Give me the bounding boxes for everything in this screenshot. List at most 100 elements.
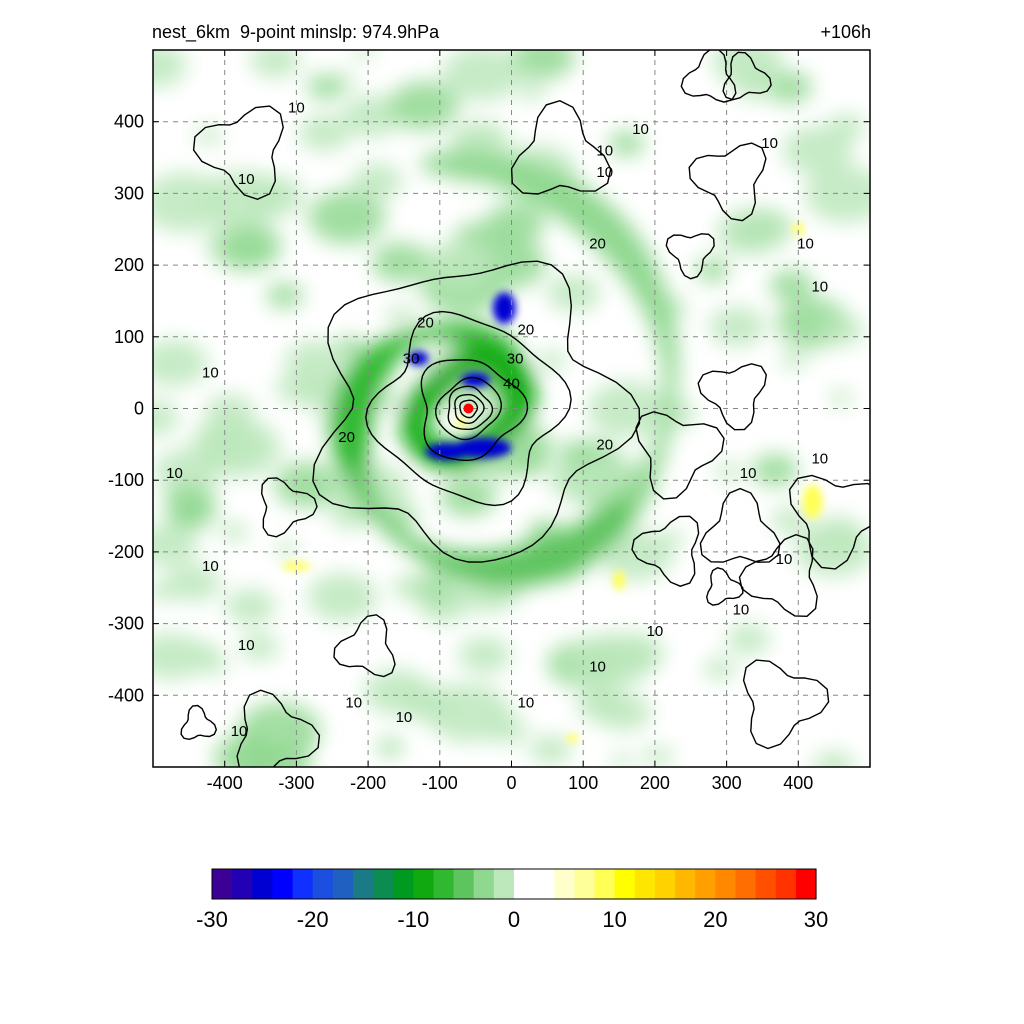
- contour-line: [665, 233, 715, 280]
- colorbar-swatch: [775, 869, 797, 899]
- contour-label: 10: [632, 121, 649, 138]
- contour-line: [722, 51, 772, 101]
- contour-line: [180, 704, 218, 741]
- contour-line: [454, 393, 485, 425]
- contour-label: 10: [231, 723, 248, 740]
- contour-line: [192, 105, 284, 201]
- contour-label: 20: [417, 314, 434, 331]
- contour-line: [688, 142, 767, 222]
- contour-label: 20: [338, 429, 355, 446]
- contour-line: [510, 99, 612, 195]
- contour-label: 30: [507, 350, 524, 367]
- contour-line: [788, 474, 870, 570]
- contour-label: 20: [596, 436, 613, 453]
- colorbar-tick-label: -20: [297, 907, 329, 932]
- y-tick-label: 300: [114, 183, 144, 203]
- x-tick-label: 0: [506, 773, 516, 793]
- colorbar-tick-label: 0: [508, 907, 520, 932]
- colorbar-swatch: [393, 869, 414, 899]
- contour-label: 10: [811, 279, 828, 296]
- colorbar-swatch: [473, 869, 495, 899]
- contour-line: [365, 310, 572, 507]
- colorbar-swatch: [534, 869, 555, 899]
- contour-line: [312, 260, 641, 563]
- contour-label: 20: [517, 322, 534, 339]
- colorbar-swatch: [252, 869, 273, 899]
- contour-line: [699, 487, 781, 563]
- contour-label: 10: [811, 451, 828, 468]
- colorbar-swatch: [574, 869, 596, 899]
- x-tick-label: 300: [712, 773, 742, 793]
- contour-label: 10: [238, 171, 255, 188]
- contour-lines: [180, 50, 870, 767]
- y-tick-label: -100: [108, 470, 144, 490]
- colorbar-tick-label: 10: [602, 907, 626, 932]
- x-tick-label: 100: [568, 773, 598, 793]
- colorbar-swatch: [614, 869, 636, 899]
- x-tick-label: -200: [350, 773, 386, 793]
- contour-label: 10: [517, 694, 534, 711]
- contour-label: 10: [288, 99, 305, 116]
- contour-line: [742, 659, 830, 750]
- colorbar-swatch: [212, 869, 233, 899]
- colorbar-swatch: [634, 869, 656, 899]
- x-tick-label: 200: [640, 773, 670, 793]
- colorbar-swatch: [715, 869, 737, 899]
- colorbar-swatch: [554, 869, 575, 899]
- contour-line: [420, 359, 529, 461]
- y-tick-label: 0: [134, 399, 144, 419]
- contour-label: 10: [202, 365, 219, 382]
- x-axis: -400 -300 -200 -100 0 100 200 300 400: [207, 50, 813, 793]
- contour-label: 10: [589, 659, 606, 676]
- contour-label: 10: [761, 135, 778, 152]
- x-tick-label: -400: [207, 773, 243, 793]
- contour-label: 10: [596, 142, 613, 159]
- storm-center-marker: [463, 403, 474, 414]
- colorbar-swatch: [232, 869, 253, 899]
- contour-line: [697, 363, 768, 431]
- contour-label: 10: [596, 164, 613, 181]
- contour-label: 10: [166, 465, 183, 482]
- colorbar-swatch: [453, 869, 475, 899]
- colorbar-swatch: [755, 869, 777, 899]
- colorbar-tick-label: 30: [804, 907, 828, 932]
- contour-label: 10: [238, 637, 255, 654]
- colorbar-swatch: [332, 869, 354, 899]
- y-tick-label: -400: [108, 685, 144, 705]
- colorbar: -30 -20 -10 0 10 20 30: [196, 868, 828, 932]
- contour-line: [631, 515, 700, 587]
- contour-line: [459, 399, 479, 419]
- colorbar-tick-label: -10: [397, 907, 429, 932]
- x-tick-label: 400: [783, 773, 813, 793]
- colorbar-frame: [211, 868, 817, 900]
- contour-labels: 10 10 10 10 10 10 10 10 10 10 10 10 10 10 10 10 10 10 10 10…: [166, 99, 828, 740]
- colorbar-swatch: [292, 869, 314, 899]
- contour-line: [738, 533, 818, 618]
- contour-line: [635, 411, 725, 500]
- y-axis: -400 -300 -200 -100 0 100 200 300 400: [108, 112, 870, 705]
- contour-label: 10: [740, 465, 757, 482]
- contour-label: 10: [797, 236, 814, 253]
- contour-label: 20: [589, 236, 606, 253]
- contour-line: [333, 614, 396, 678]
- colorbar-swatch: [735, 869, 757, 899]
- contour-label: 10: [776, 551, 793, 568]
- colorbar-swatch: [413, 869, 435, 899]
- contour-label: 10: [733, 601, 750, 618]
- contour-label: 40: [503, 375, 520, 392]
- colorbar-swatch: [272, 869, 294, 899]
- contour-line: [447, 385, 494, 430]
- colorbar-swatch: [654, 869, 676, 899]
- colorbar-swatch: [514, 869, 535, 899]
- forecast-hour-label: +106h: [820, 22, 871, 42]
- contour-label: 30: [403, 350, 420, 367]
- y-tick-label: 400: [114, 112, 144, 132]
- y-tick-label: -200: [108, 542, 144, 562]
- y-tick-label: 100: [114, 327, 144, 347]
- contour-label: 10: [647, 623, 664, 640]
- colorbar-swatch: [373, 869, 394, 899]
- contour-label: 10: [345, 694, 362, 711]
- colorbar-swatch: [695, 869, 716, 899]
- shaded-field: [153, 50, 870, 767]
